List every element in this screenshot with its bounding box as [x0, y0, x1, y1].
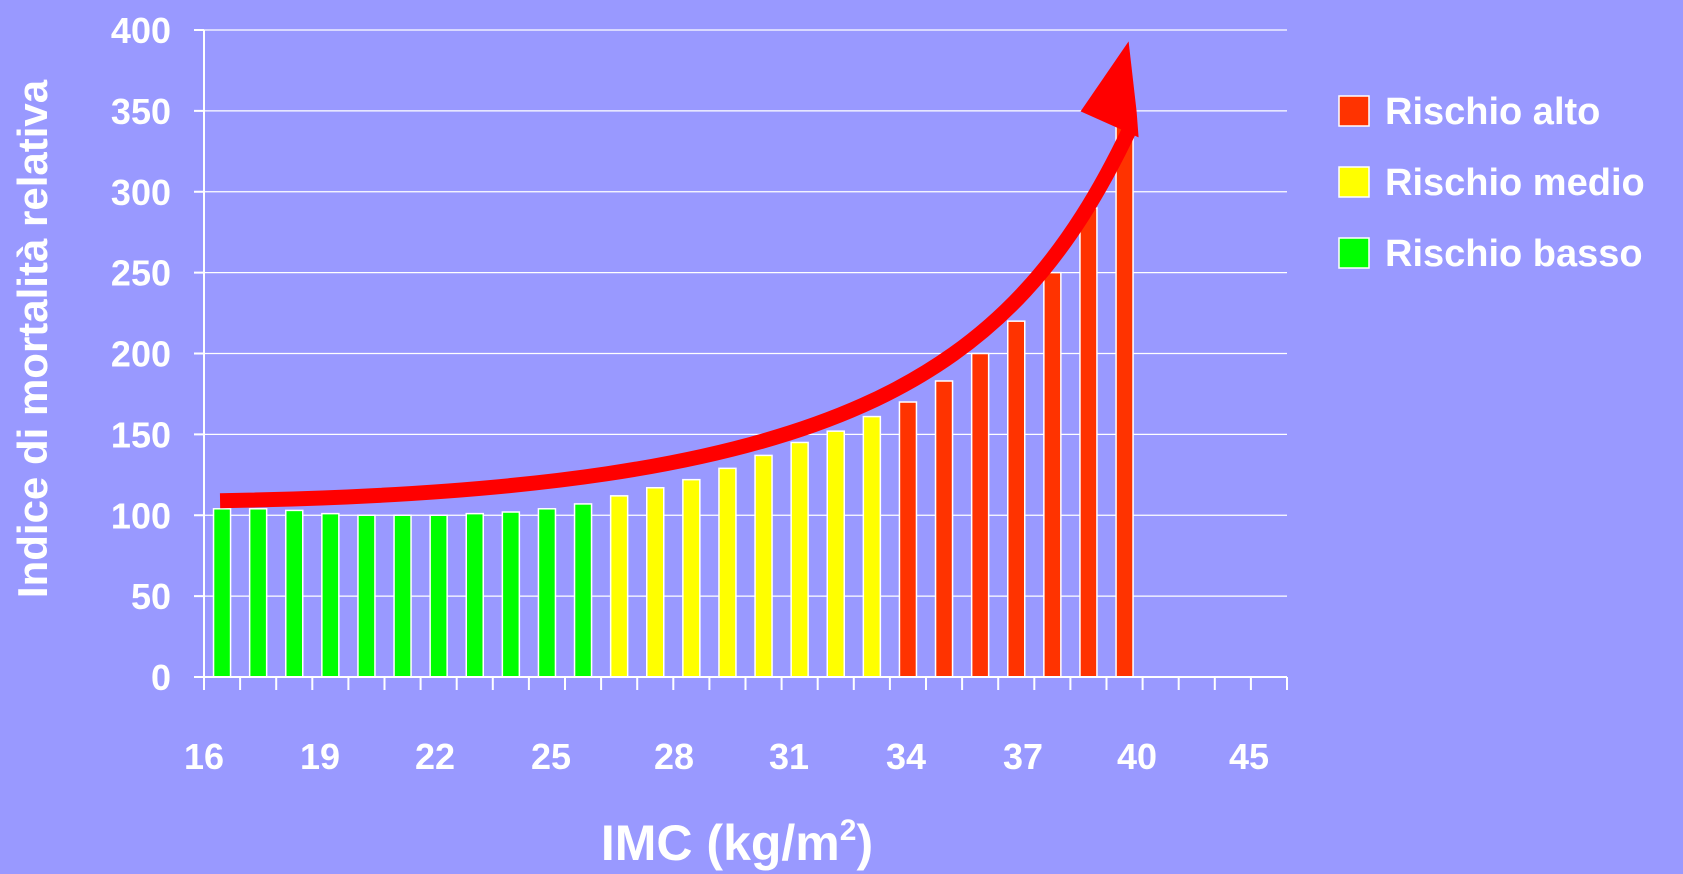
bar-14: [682, 478, 701, 678]
y-tick-label: 250: [111, 253, 171, 294]
bar-9: [501, 511, 521, 678]
bar-1: [212, 508, 232, 678]
grid-lines: [204, 29, 1287, 678]
bar-10: [537, 508, 557, 678]
bar-15: [718, 467, 737, 678]
x-tick-label: 19: [300, 736, 340, 777]
y-tick-label: 400: [111, 10, 171, 51]
x-axis-title-end: ): [856, 815, 873, 871]
y-tick-label: 50: [131, 576, 171, 617]
bars: [212, 110, 1134, 678]
bar-18: [826, 430, 845, 678]
bar-11: [573, 503, 593, 678]
y-tick-label: 300: [111, 172, 171, 213]
x-tick-label: 37: [1003, 736, 1043, 777]
x-tick-label: 45: [1229, 736, 1269, 777]
y-tick-label: 0: [151, 657, 171, 698]
bar-24: [1043, 271, 1062, 678]
legend-swatch-alto: [1338, 95, 1370, 127]
x-axis-title-superscript: 2: [840, 814, 857, 847]
bar-21: [934, 380, 954, 678]
bar-16: [754, 454, 773, 678]
x-tick-label: 40: [1117, 736, 1157, 777]
trend-arrow-shaft: [219, 124, 1138, 509]
axes: [194, 29, 1288, 690]
bar-19: [862, 415, 882, 678]
bar-17: [790, 441, 809, 678]
legend-label-basso: Rischio basso: [1385, 233, 1643, 275]
bar-26: [1115, 110, 1134, 678]
y-axis-title: Indice di mortalità relativa: [9, 79, 56, 598]
trend-arrow: [219, 41, 1139, 509]
bar-25: [1079, 207, 1098, 678]
x-axis-title: IMC (kg/m2): [601, 814, 873, 871]
bar-6: [393, 514, 412, 678]
x-tick-label: 28: [654, 736, 694, 777]
bar-4: [321, 512, 340, 678]
legend: Rischio alto Rischio medio Rischio basso: [1338, 91, 1645, 275]
legend-label-alto: Rischio alto: [1385, 91, 1600, 133]
bar-22: [970, 352, 990, 678]
bar-2: [248, 508, 268, 678]
bar-8: [465, 512, 484, 678]
x-tick-label: 25: [531, 736, 571, 777]
bar-20: [898, 401, 918, 678]
bar-3: [285, 509, 304, 678]
x-tick-labels: 16 19 22 25 28 31 34 37 40 45: [184, 736, 1269, 777]
y-tick-labels: 0 50 100 150 200 250 300 350 400: [111, 10, 171, 698]
legend-swatch-basso: [1338, 237, 1370, 269]
x-tick-label: 34: [886, 736, 926, 777]
y-tick-label: 350: [111, 91, 171, 132]
y-tick-label: 150: [111, 414, 171, 455]
x-tick-label: 16: [184, 736, 224, 777]
bar-23: [1007, 320, 1026, 678]
x-tick-label: 31: [769, 736, 809, 777]
x-axis-title-main: IMC (kg/m: [601, 815, 840, 871]
bar-12: [609, 495, 629, 678]
trend-arrow-head: [1080, 41, 1139, 138]
legend-label-medio: Rischio medio: [1385, 162, 1645, 204]
bar-5: [357, 514, 376, 678]
bar-7: [429, 514, 448, 678]
x-tick-label: 22: [415, 736, 455, 777]
bar-13: [646, 487, 665, 678]
legend-swatch-medio: [1338, 166, 1370, 198]
y-tick-label: 200: [111, 334, 171, 375]
y-tick-label: 100: [111, 495, 171, 536]
